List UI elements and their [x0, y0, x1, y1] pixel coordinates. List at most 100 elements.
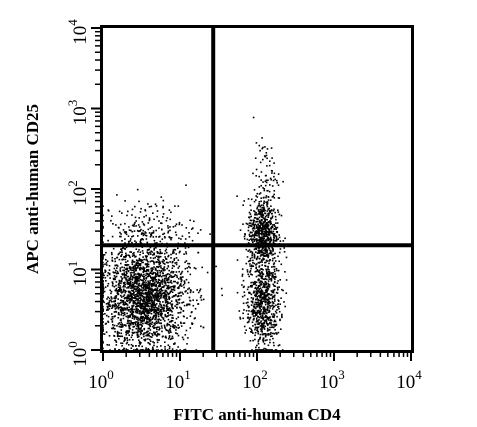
- scatter-point-2047: [152, 289, 155, 292]
- scatter-point-2709: [257, 309, 260, 312]
- scatter-point-3881: [256, 196, 259, 198]
- scatter-point-3422: [264, 217, 266, 219]
- scatter-point-3732: [144, 209, 147, 212]
- scatter-point-1989: [151, 269, 154, 271]
- scatter-point-2609: [266, 334, 268, 336]
- scatter-point-2581: [262, 297, 265, 300]
- scatter-point-3638: [139, 240, 142, 243]
- scatter-point-1866: [130, 298, 133, 300]
- scatter-point-2791: [253, 317, 255, 320]
- scatter-point-3649: [169, 218, 171, 221]
- scatter-point-3620: [140, 207, 142, 210]
- scatter-point-1744: [112, 324, 114, 326]
- scatter-point-1779: [178, 302, 181, 304]
- scatter-point-3636: [134, 221, 136, 224]
- scatter-point-3584: [255, 226, 258, 228]
- scatter-point-1743: [133, 273, 136, 276]
- scatter-point-2350: [262, 293, 265, 295]
- scatter-point-3231: [277, 211, 280, 213]
- scatter-point-3427: [248, 222, 251, 224]
- scatter-point-463: [138, 283, 140, 285]
- scatter-point-2025: [155, 306, 158, 309]
- scatter-point-410: [135, 277, 138, 279]
- scatter-point-918: [153, 344, 155, 347]
- scatter-point-1729: [120, 296, 123, 298]
- scatter-point-833: [142, 322, 144, 325]
- scatter-point-2894: [257, 330, 260, 333]
- scatter-point-2150: [150, 309, 152, 312]
- scatter-point-2604: [271, 259, 274, 262]
- scatter-point-2395: [259, 290, 261, 292]
- scatter-point-2616: [255, 264, 257, 266]
- scatter-point-3725: [197, 251, 199, 254]
- scatter-point-1871: [147, 280, 149, 282]
- scatter-point-1811: [139, 276, 141, 278]
- scatter-point-3545: [252, 262, 254, 264]
- scatter-point-3363: [279, 240, 282, 242]
- scatter-point-261: [187, 270, 189, 273]
- scatter-point-1230: [169, 261, 171, 263]
- scatter-point-1799: [120, 314, 123, 316]
- scatter-point-1573: [121, 253, 123, 256]
- scatter-point-3749: [123, 231, 126, 233]
- scatter-point-1120: [179, 276, 182, 279]
- scatter-point-777: [135, 311, 137, 314]
- scatter-point-1652: [159, 312, 162, 315]
- scatter-point-254: [139, 264, 142, 267]
- scatter-point-3287: [273, 223, 275, 226]
- scatter-point-2851: [255, 317, 258, 320]
- scatter-point-2010: [153, 284, 156, 286]
- scatter-point-3669: [145, 232, 147, 234]
- scatter-point-1601: [114, 300, 116, 303]
- scatter-point-1814: [106, 344, 109, 346]
- scatter-point-1078: [140, 228, 142, 231]
- scatter-point-3791: [160, 196, 163, 198]
- scatter-point-1588: [182, 301, 185, 303]
- scatter-point-3145: [265, 255, 267, 257]
- scatter-point-1076: [105, 303, 108, 305]
- scatter-point-2357: [268, 302, 270, 305]
- scatter-point-1700: [170, 303, 172, 306]
- scatter-point-187: [113, 267, 116, 270]
- scatter-point-3534: [266, 225, 268, 227]
- scatter-point-1268: [137, 224, 140, 226]
- scatter-point-1412: [154, 275, 156, 278]
- scatter-point-3103: [267, 199, 270, 201]
- scatter-point-2586: [266, 268, 268, 271]
- scatter-point-3439: [272, 250, 274, 252]
- scatter-point-941: [180, 325, 183, 327]
- scatter-point-3195: [255, 247, 258, 250]
- scatter-point-1155: [152, 282, 154, 285]
- scatter-point-1144: [147, 296, 149, 299]
- scatter-point-3879: [266, 148, 269, 150]
- scatter-point-2762: [260, 277, 263, 279]
- scatter-point-1365: [154, 333, 156, 335]
- scatter-point-2955: [265, 201, 267, 203]
- scatter-point-2672: [265, 320, 268, 322]
- scatter-point-2361: [246, 271, 249, 273]
- scatter-point-1349: [131, 297, 134, 299]
- scatter-point-2742: [245, 329, 247, 331]
- scatter-point-2209: [260, 289, 263, 291]
- scatter-point-964: [121, 277, 124, 280]
- scatter-point-1797: [154, 292, 156, 295]
- scatter-point-610: [156, 271, 159, 274]
- scatter-point-1619: [125, 277, 127, 280]
- scatter-point-1341: [127, 319, 129, 322]
- scatter-point-2943: [264, 320, 266, 322]
- scatter-point-1780: [188, 296, 191, 299]
- scatter-point-2108: [165, 248, 168, 251]
- scatter-point-3843: [277, 184, 280, 186]
- scatter-point-1834: [157, 320, 160, 322]
- scatter-point-46: [108, 297, 111, 300]
- scatter-point-2011: [163, 274, 166, 277]
- scatter-point-3823: [269, 160, 271, 162]
- scatter-point-1518: [163, 320, 166, 322]
- scatter-point-3351: [261, 234, 263, 236]
- scatter-point-1499: [140, 285, 142, 288]
- scatter-point-766: [128, 338, 131, 341]
- scatter-point-2751: [252, 310, 254, 312]
- scatter-point-889: [147, 305, 149, 308]
- scatter-point-3322: [273, 257, 276, 259]
- scatter-point-241: [178, 286, 180, 288]
